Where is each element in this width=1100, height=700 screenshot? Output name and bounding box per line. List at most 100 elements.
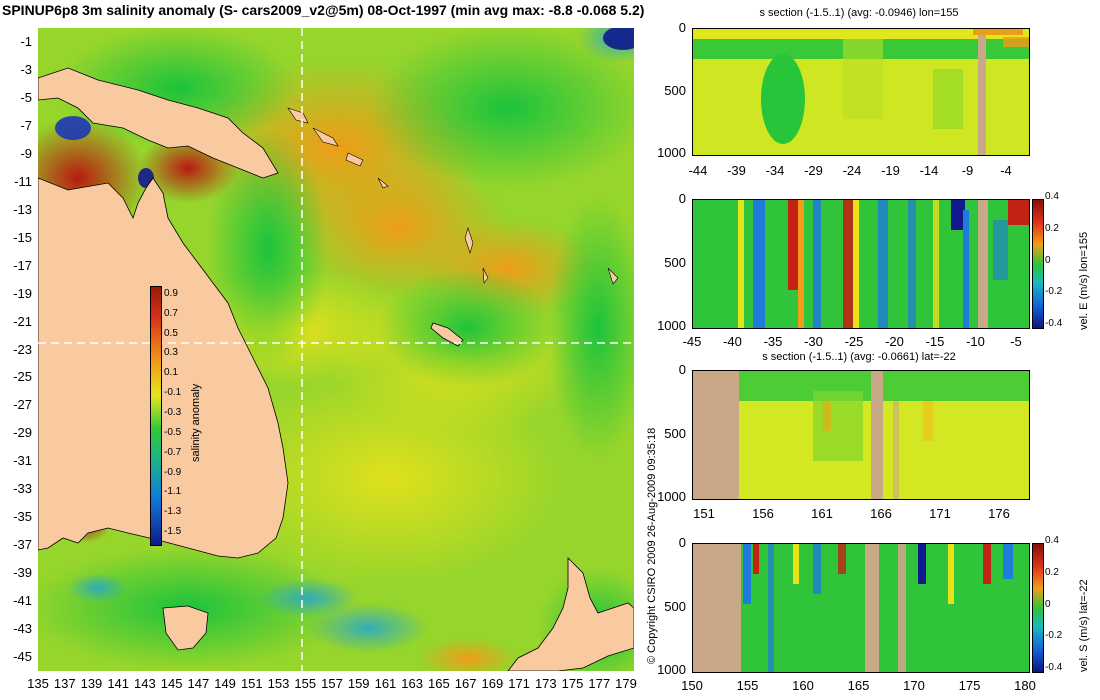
lon-tick-label: 163	[401, 676, 424, 691]
map-lon-axis: 135 137 139 141 143 145 147 149 151 153 155 157 159 1…	[27, 676, 637, 696]
lon-tick-label: 153	[267, 676, 290, 691]
lat-tick-label: -11	[14, 173, 32, 189]
depth-tick-label: 0	[678, 535, 686, 550]
colorbar-tick-label: 0.5	[164, 327, 178, 339]
colorbar-tick-label: -0.9	[164, 466, 182, 478]
new-zealand-land	[507, 557, 634, 671]
panel1-y-axis: 0 500 1000	[640, 20, 690, 160]
depth-tick-label: 500	[664, 82, 686, 98]
lat-tick-label: -19	[13, 285, 32, 301]
depth-tick-label: 0	[678, 362, 686, 377]
panel4-x-axis: 150 155 160 165 170 175 180	[681, 678, 1036, 696]
lat-tick-label: -29	[13, 425, 32, 441]
depth-tick-label: 500	[664, 425, 686, 441]
lon-tick-label: 170	[903, 678, 925, 693]
lat-tick-label: -9	[20, 145, 32, 161]
lat-tick-label: -43	[13, 621, 32, 637]
lon-tick-label: 165	[847, 678, 870, 693]
australia-land	[38, 177, 289, 559]
map-lat-axis: -1 -3 -5 -7 -9 -11 -13 -15 -17 -19 -21 -23 -25 -27 -29…	[0, 28, 36, 671]
lat-tick-label: -35	[763, 334, 783, 349]
lon-tick-label: 180	[1014, 678, 1036, 693]
lat-tick-label: -19	[881, 163, 900, 178]
depth-tick-label: 1000	[657, 318, 686, 333]
map-colorbar-ticks: 0.9 0.7 0.5 0.3 0.1 -0.1 -0.3 -0.5 -0.7 -0.9 -1.1 -…	[164, 286, 204, 544]
colorbar-tick-label: -0.5	[164, 426, 182, 438]
lat-tick-label: -24	[842, 163, 862, 178]
panel1-section[interactable]	[692, 28, 1030, 156]
lon-tick-label: 155	[736, 678, 759, 693]
colorbar-tick-label: 0.3	[164, 347, 178, 359]
lon-tick-label: 151	[240, 676, 263, 691]
lon-tick-label: 155	[294, 676, 317, 691]
lat-tick-label: -5	[20, 89, 32, 105]
depth-tick-label: 0	[678, 20, 686, 35]
colorbar-tick-label: -0.1	[164, 387, 182, 399]
lat-tick-label: -1	[20, 33, 32, 49]
colorbar-tick-label: -0.2	[1045, 286, 1063, 298]
lon-tick-label: 171	[929, 506, 951, 521]
lon-tick-label: 149	[214, 676, 236, 691]
lon-tick-label: 150	[681, 678, 703, 693]
lon-tick-label: 147	[187, 676, 210, 691]
lat-tick-label: -37	[13, 537, 32, 553]
lon-tick-label: 157	[321, 676, 343, 691]
colorbar-tick-label: -1.3	[164, 506, 182, 518]
lat-tick-label: -7	[20, 117, 32, 133]
lon-tick-label: 160	[792, 678, 814, 693]
lat-tick-label: -39	[727, 163, 746, 178]
lon-tick-label: 145	[160, 676, 183, 691]
plot-title: SPINUP6p8 3m salinity anomaly (S- cars20…	[2, 2, 645, 18]
lat-tick-label: -25	[844, 334, 864, 349]
panel4-section[interactable]	[692, 543, 1030, 673]
colorbar-tick-label: -0.3	[164, 407, 182, 418]
panel3-section[interactable]	[692, 370, 1030, 500]
lon-tick-label: 139	[80, 676, 103, 691]
lon-tick-label: 173	[534, 676, 557, 691]
lon-tick-label: 141	[107, 676, 130, 691]
lat-tick-label: -17	[13, 257, 32, 273]
lat-tick-label: -4	[1000, 163, 1012, 178]
lat-tick-label: -40	[723, 334, 742, 349]
colorbar-tick-label: 0.2	[1045, 222, 1059, 234]
lat-tick-label: -20	[885, 334, 904, 349]
map-colorbar-label: salinity anomaly	[190, 383, 202, 462]
lat-tick-label: -30	[804, 334, 823, 349]
map-colorbar	[150, 286, 162, 546]
lon-tick-label: 135	[27, 676, 49, 691]
panel3-x-axis: 151 156 161 166 171 176	[692, 506, 1028, 524]
lat-tick-label: -3	[20, 61, 32, 77]
depth-tick-label: 500	[664, 598, 686, 614]
lon-tick-label: 171	[508, 676, 530, 691]
lat-tick-label: -9	[961, 163, 974, 178]
lon-tick-label: 167	[454, 676, 477, 691]
colorbar-tick-label: -1.5	[164, 526, 182, 538]
lon-tick-label: 177	[588, 676, 611, 691]
lat-tick-label: -25	[13, 369, 32, 385]
depth-tick-label: 1000	[657, 662, 686, 677]
lat-tick-label: -10	[966, 334, 985, 349]
lat-tick-label: -39	[13, 565, 32, 581]
lon-tick-label: 165	[428, 676, 450, 691]
depth-tick-label: 1000	[657, 489, 686, 504]
panel2-y-axis: 0 500 1000	[640, 191, 690, 333]
panel3-title: s section (-1.5..1) (avg: -0.0661) lat=-…	[762, 351, 956, 363]
lon-tick-label: 166	[870, 506, 892, 521]
lat-tick-label: -44	[688, 163, 708, 178]
new-caledonia-land	[430, 322, 464, 347]
lon-tick-label: 161	[811, 506, 833, 521]
salinity-map[interactable]	[38, 28, 634, 671]
panel3-y-axis: 0 500 1000	[640, 362, 690, 504]
lon-tick-label: 169	[481, 676, 504, 691]
colorbar-tick-label: 0.7	[164, 307, 178, 319]
lat-tick-label: -29	[804, 163, 823, 178]
depth-tick-label: 500	[664, 254, 686, 270]
panel2-section[interactable]	[692, 199, 1030, 329]
lon-tick-label: 159	[347, 676, 370, 691]
colorbar-tick-label: 0.4	[1045, 191, 1059, 202]
panel2-colorbar-ticks: 0.4 0.2 0 -0.2 -0.4	[1045, 191, 1075, 329]
colorbar-tick-label: -0.7	[164, 446, 182, 458]
panel1-x-axis: -44 -39 -34 -29 -24 -19 -14 -9 -4	[688, 163, 1028, 181]
new-guinea-land	[38, 67, 279, 179]
colorbar-tick-label: -1.1	[164, 486, 182, 498]
